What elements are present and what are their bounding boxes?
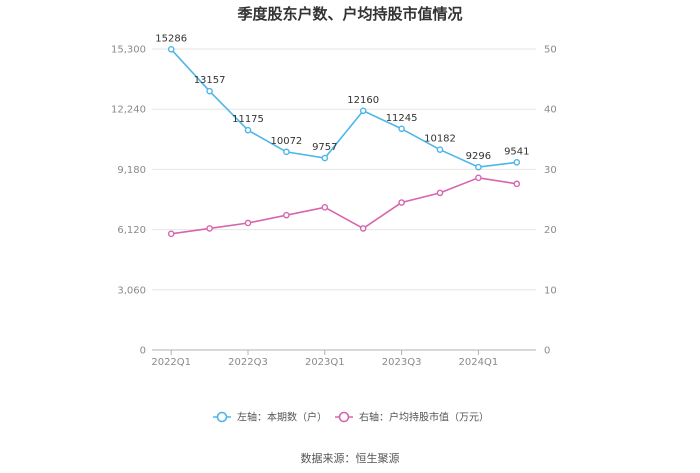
source-note: 数据来源：恒生聚源 <box>301 451 400 465</box>
data-point <box>206 87 213 95</box>
x-tick-label: 2024Q1 <box>459 357 499 368</box>
y-right-tick-label: 20 <box>544 225 557 236</box>
y-left-tick-label: 3,060 <box>117 285 146 296</box>
data-label: 11245 <box>386 113 418 124</box>
data-point <box>283 211 290 219</box>
y-right-tick-label: 30 <box>544 165 557 176</box>
legend: 左轴：本期数（户） 右轴：户均持股市值（万元） <box>213 411 489 424</box>
data-label: 12160 <box>347 95 379 106</box>
gridlines <box>152 48 536 291</box>
y-right-tick-label: 10 <box>544 285 557 296</box>
axes: 0 0 3,060 10 6,120 20 9,180 30 12,240 40 15,300 50 2… <box>111 45 557 369</box>
data-point <box>283 148 290 156</box>
data-point <box>436 189 444 197</box>
data-label: 9296 <box>466 151 491 162</box>
data-label: 11175 <box>232 114 264 125</box>
x-tick-label: 2023Q1 <box>305 357 345 368</box>
y-left-tick-label: 0 <box>140 346 146 357</box>
data-point <box>244 126 252 134</box>
y-left-tick-label: 15,300 <box>111 45 146 56</box>
data-point <box>475 174 482 182</box>
data-point <box>513 158 521 166</box>
data-point <box>359 107 367 115</box>
data-point <box>436 146 444 153</box>
data-label: 9541 <box>504 146 529 157</box>
y-left-tick-label: 12,240 <box>111 105 146 116</box>
series-line-2 <box>171 176 517 235</box>
data-point <box>167 45 175 53</box>
legend-swatch-marker <box>216 411 228 423</box>
x-tick-label: 2022Q3 <box>228 357 268 368</box>
data-point <box>359 225 367 232</box>
data-point <box>513 180 521 188</box>
data-point <box>321 154 329 162</box>
y-left-tick-label: 6,120 <box>117 225 146 236</box>
series-line-1 <box>170 48 517 168</box>
data-point <box>398 125 405 133</box>
data-point <box>244 219 252 227</box>
legend-swatch-marker <box>338 411 350 423</box>
data-point <box>475 163 482 171</box>
series-layer: 15286 13157 11175 10072 9757 12160 11245 10182 9… <box>155 33 530 238</box>
data-point <box>398 199 405 206</box>
y-right-tick-label: 40 <box>544 105 557 116</box>
y-left-tick-label: 9,180 <box>117 165 146 176</box>
data-point <box>206 225 213 232</box>
data-label: 10072 <box>270 136 302 147</box>
y-right-tick-label: 0 <box>544 346 550 357</box>
data-label: 10182 <box>424 134 456 145</box>
data-point <box>167 230 175 238</box>
legend-label: 右轴：户均持股市值（万元） <box>359 411 489 424</box>
x-tick-label: 2022Q1 <box>151 357 191 368</box>
legend-label: 左轴：本期数（户） <box>237 411 327 424</box>
y-right-tick-label: 50 <box>544 45 557 56</box>
data-label: 9757 <box>312 142 337 153</box>
chart-title: 季度股东户数、户均持股市值情况 <box>237 5 462 23</box>
data-label: 13157 <box>194 75 226 86</box>
data-label: 15286 <box>155 33 187 44</box>
x-tick-label: 2023Q3 <box>382 357 422 368</box>
data-point <box>321 204 329 211</box>
